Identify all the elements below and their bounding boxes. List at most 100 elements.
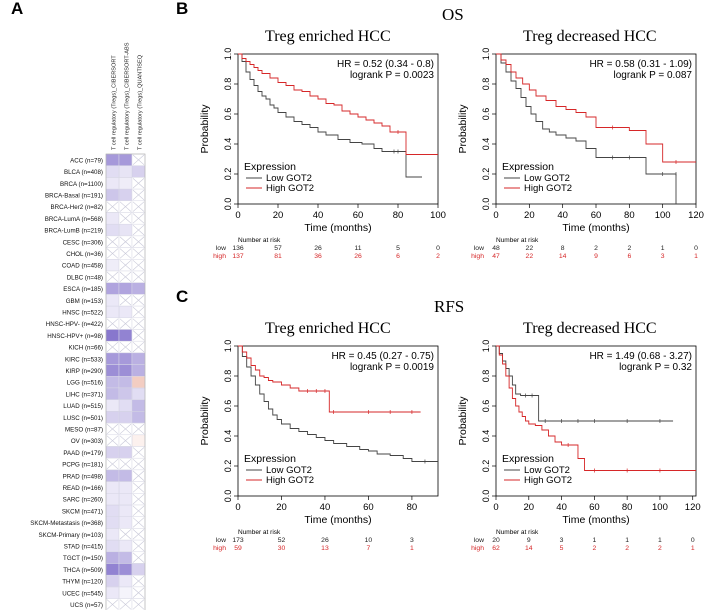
y-axis-label: Probability (457, 396, 469, 446)
heatmap-cell (118, 399, 133, 412)
section-title-rfs: RFS (434, 297, 465, 316)
heatmap-cell (118, 177, 133, 190)
heatmap-cross-mark (106, 341, 119, 353)
risk-count: 9 (594, 253, 598, 260)
x-tick-label: 80 (393, 210, 404, 221)
heatmap-cross-mark (132, 260, 145, 271)
y-tick-label: 0.6 (223, 400, 233, 413)
risk-count: 0 (691, 537, 695, 544)
heatmap-cross-mark (106, 201, 119, 212)
heatmap-row-label: LIHC (n=371) (66, 391, 103, 398)
heatmap-row-label: SKCM (n=471) (62, 508, 103, 515)
heatmap-cross-mark (132, 330, 145, 341)
heatmap-cross-mark (106, 236, 119, 247)
heatmap-row-label: KIRC (n=533) (65, 356, 103, 363)
heatmap-cell (105, 399, 120, 412)
risk-count: 36 (314, 253, 322, 260)
plot-title-os-decreased: Treg decreased HCC (523, 28, 657, 45)
heatmap-row-label: OV (n=303) (71, 438, 103, 445)
x-tick-label: 0 (493, 502, 498, 513)
heatmap-row-label: LUSC (n=501) (63, 415, 103, 422)
legend-label: High GOT2 (266, 183, 314, 194)
heatmap-cross-mark (132, 458, 145, 470)
heatmap-cell (118, 153, 133, 166)
y-tick-label: 0.6 (481, 108, 491, 121)
heatmap-cross-mark (119, 423, 132, 435)
y-axis-label: Probability (457, 104, 469, 154)
x-tick-label: 100 (652, 502, 668, 513)
heatmap-cell (105, 539, 120, 553)
risk-count: 14 (525, 545, 533, 552)
heatmap-row-label: ESCA (n=185) (63, 286, 103, 293)
heatmap-cell (105, 516, 120, 529)
heatmap-row-label: SKCM-Primary (n=103) (39, 532, 103, 539)
km-plot-rfs-enriched: 0.0 0.2 0.4 0.6 0.8 1.0 0 20 40 60 80 Time (months)… (199, 340, 439, 552)
risk-count: 5 (396, 245, 400, 252)
risk-count: 2 (627, 245, 631, 252)
legend-label: Low GOT2 (266, 465, 312, 476)
y-tick-label: 1.0 (481, 340, 491, 353)
heatmap-cross-mark (132, 201, 145, 212)
heatmap-cell (118, 165, 133, 178)
y-tick-label: 0.0 (481, 490, 491, 503)
risk-count: 2 (594, 245, 598, 252)
heatmap-cross-mark (106, 248, 119, 259)
risk-count: 8 (561, 245, 565, 252)
heatmap-cell (105, 411, 120, 424)
x-axis-label: Time (months) (562, 514, 629, 526)
heatmap-row-label: STAD (n=415) (64, 544, 103, 551)
y-tick-label: 0.6 (223, 108, 233, 121)
heatmap-cross-mark (132, 189, 145, 201)
heatmap-cell (105, 223, 120, 237)
x-tick-label: 60 (353, 210, 364, 221)
heatmap-cell (118, 188, 133, 202)
x-tick-label: 100 (655, 210, 671, 221)
heatmap-cross-mark (132, 575, 145, 587)
heatmap-cross-mark (132, 517, 145, 528)
heatmap-cross-mark (132, 587, 145, 598)
heatmap-cross-mark (132, 599, 145, 610)
heatmap-cell (105, 563, 120, 576)
section-title-os: OS (442, 5, 464, 24)
x-tick-label: 0 (235, 210, 240, 221)
risk-count: 173 (232, 537, 244, 544)
y-tick-label: 0.6 (481, 400, 491, 413)
heatmap-cross-mark (119, 271, 132, 282)
heatmap-cross-mark (132, 341, 145, 353)
heatmap-cross-mark (119, 213, 132, 224)
y-tick-label: 1.0 (481, 48, 491, 61)
risk-count: 57 (274, 245, 282, 252)
risk-count: 2 (658, 545, 662, 552)
risk-count: 5 (560, 545, 564, 552)
heatmap-row-label: KICH (n=66) (68, 345, 103, 352)
x-tick-label: 0 (235, 502, 240, 513)
heatmap-row-label: PRAD (n=498) (63, 473, 103, 480)
risk-table-header: Number at risk (496, 237, 539, 244)
heatmap-cell (118, 282, 133, 295)
heatmap-cross-mark (119, 236, 132, 247)
hazard-ratio: HR = 0.45 (0.27 - 0.75) (331, 351, 434, 362)
risk-count: 47 (492, 253, 500, 260)
risk-count: 0 (436, 245, 440, 252)
heatmap-cross-mark (119, 260, 132, 271)
risk-count: 3 (560, 537, 564, 544)
heatmap-cell (105, 165, 120, 178)
heatmap-cell (105, 294, 120, 307)
logrank-p: logrank P = 0.087 (614, 70, 693, 81)
heatmap-row-label: PAAD (n=179) (63, 450, 103, 457)
x-tick-label: 20 (524, 210, 535, 221)
heatmap-cell (118, 586, 133, 599)
heatmap-cross-mark (132, 213, 145, 224)
panel-letter-b: B (176, 0, 189, 18)
heatmap-row-label: BRCA-Basal (n=191) (45, 193, 103, 200)
x-tick-label: 60 (589, 502, 600, 513)
km-curve-high-got2 (496, 345, 696, 471)
legend-title: Expression (244, 161, 296, 173)
y-axis-label: Probability (199, 396, 211, 446)
heatmap-cell (118, 223, 133, 237)
x-tick-label: 60 (591, 210, 602, 221)
heatmap-cell (118, 446, 133, 459)
km-curve-low-got2 (238, 53, 422, 178)
heatmap-row-label: MESO (n=87) (65, 427, 103, 434)
x-tick-label: 40 (557, 210, 568, 221)
